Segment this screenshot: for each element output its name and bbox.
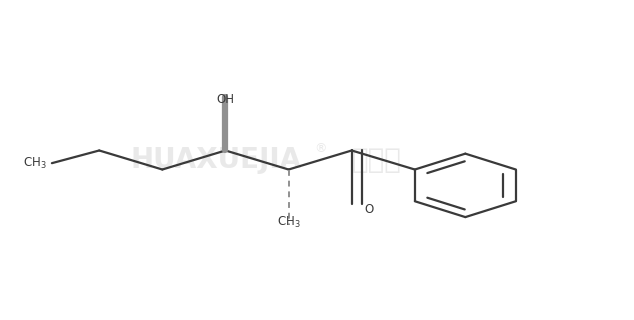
Text: CH$_3$: CH$_3$ bbox=[23, 156, 47, 171]
Text: OH: OH bbox=[216, 93, 235, 106]
Text: ®: ® bbox=[314, 142, 327, 156]
Text: 化学加: 化学加 bbox=[352, 146, 402, 174]
Text: HUAXUEJIA: HUAXUEJIA bbox=[131, 146, 302, 174]
Text: CH$_3$: CH$_3$ bbox=[277, 215, 301, 230]
Text: O: O bbox=[365, 203, 373, 216]
